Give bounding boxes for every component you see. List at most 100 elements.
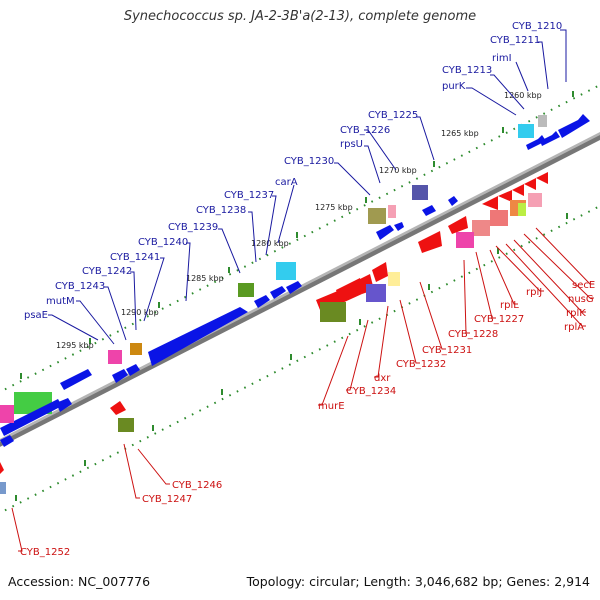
gene-label: CYB_1238 — [196, 205, 246, 216]
gene-block — [108, 350, 122, 364]
gene-arrow — [448, 196, 458, 206]
kbp-label: 1270 kbp — [379, 166, 417, 175]
gene-arrow — [418, 231, 442, 253]
gene-label: dxr — [374, 373, 391, 384]
gene-label: purK — [442, 81, 466, 92]
label-leaders-top — [48, 29, 567, 345]
gene-block — [490, 210, 508, 226]
genome-title: Synechococcus sp. JA-2-3B'a(2-13), compl… — [123, 9, 477, 24]
gene-block — [528, 193, 542, 207]
gene-labels-top: CYB_1210 CYB_1211 rimI CYB_1213 purK CYB… — [24, 21, 562, 321]
gene-block — [412, 185, 428, 200]
gene-arrow — [0, 399, 62, 436]
gene-label: secE — [572, 280, 595, 291]
gene-labels-bottom: secE nusG rplK rplA rplJ rplL CYB_1227 C… — [20, 280, 595, 558]
gene-label: CYB_1225 — [368, 110, 418, 121]
gene-block — [538, 115, 547, 127]
gene-arrow — [512, 184, 524, 196]
kbp-label: 1285 kbp — [186, 274, 224, 283]
accession-text: Accession: NC_007776 — [8, 574, 151, 589]
gene-arrow — [482, 196, 498, 210]
gene-label: CYB_1226 — [340, 125, 390, 136]
gene-label: CYB_1239 — [168, 222, 218, 233]
gene-label: CYB_1241 — [110, 252, 160, 263]
gene-arrow — [0, 462, 4, 474]
gene-block — [276, 262, 296, 280]
gene-block — [118, 418, 134, 432]
gene-arrow — [112, 369, 128, 383]
gene-label: CYB_1243 — [55, 281, 105, 292]
gene-label: CYB_1213 — [442, 65, 492, 76]
kbp-label: 1260 kbp — [504, 91, 542, 100]
gene-block — [388, 205, 396, 218]
kbp-label: 1295 kbp — [56, 341, 94, 350]
gene-label: CYB_1210 — [512, 21, 562, 32]
gene-arrow — [126, 364, 140, 376]
gene-block — [320, 302, 346, 322]
gene-arrow — [336, 278, 362, 304]
gene-arrow — [56, 398, 72, 412]
gene-label: rplA — [564, 322, 584, 333]
gene-arrow — [0, 435, 14, 447]
label-leaders-bottom — [11, 227, 594, 552]
gene-block — [0, 405, 14, 423]
gene-arrow — [148, 307, 248, 366]
gene-block — [238, 283, 254, 297]
gene-block — [368, 208, 386, 224]
reverse-genes — [0, 172, 548, 494]
gene-arrow — [110, 401, 126, 415]
gene-arrow — [60, 369, 92, 390]
gene-arrow — [376, 225, 394, 240]
gene-label: CYB_1242 — [82, 266, 132, 277]
gene-arrow — [540, 131, 560, 146]
gene-label: CYB_1246 — [172, 480, 222, 491]
gene-arrow — [526, 135, 546, 150]
genome-summary-text: Topology: circular; Length: 3,046,682 bp… — [246, 574, 590, 589]
gene-block — [0, 482, 6, 494]
gene-label: mutM — [46, 296, 75, 307]
forward-genes — [0, 114, 590, 447]
kbp-label: 1280 kbp — [251, 239, 289, 248]
gene-label: CYB_1232 — [396, 359, 446, 370]
gene-arrow — [286, 281, 302, 294]
strand-track-ticks — [15, 91, 574, 501]
gene-label: murE — [318, 401, 345, 412]
kbp-label: 1290 kbp — [121, 308, 159, 317]
gene-arrow — [372, 262, 388, 282]
gene-label: psaE — [24, 310, 48, 321]
gene-label: CYB_1231 — [422, 345, 472, 356]
gene-arrow — [270, 286, 286, 299]
gene-arrow — [536, 172, 548, 184]
gene-block — [518, 124, 534, 138]
kbp-label: 1275 kbp — [315, 203, 353, 212]
gene-label: CYB_1211 — [490, 35, 540, 46]
gene-arrow — [422, 205, 436, 216]
gene-label: CYB_1252 — [20, 547, 70, 558]
gene-label: rpsU — [340, 139, 363, 150]
gene-arrow — [498, 190, 512, 202]
gene-block — [518, 203, 526, 216]
gene-block — [456, 232, 474, 248]
gene-label: CYB_1240 — [138, 237, 188, 248]
gene-label: rimI — [492, 53, 512, 64]
gene-block — [472, 220, 490, 236]
gene-label: nusG — [568, 294, 594, 305]
gene-label: carA — [275, 177, 298, 188]
gene-arrow — [394, 222, 404, 231]
gene-block — [366, 284, 386, 302]
gene-arrow — [558, 114, 590, 138]
gene-block — [130, 343, 142, 355]
gene-label: CYB_1237 — [224, 190, 274, 201]
kbp-label: 1265 kbp — [441, 129, 479, 138]
gene-block — [388, 272, 400, 286]
gene-label: rplJ — [526, 287, 542, 298]
gene-label: CYB_1234 — [346, 386, 396, 397]
gene-arrow — [254, 295, 270, 308]
gene-label: CYB_1247 — [142, 494, 192, 505]
gene-label: CYB_1230 — [284, 156, 334, 167]
gene-label: rplL — [500, 300, 519, 311]
gene-label: CYB_1227 — [474, 314, 524, 325]
kbp-labels: 1260 kbp 1265 kbp 1270 kbp 1275 kbp 1280… — [56, 91, 542, 350]
gene-label: rplK — [566, 308, 586, 319]
